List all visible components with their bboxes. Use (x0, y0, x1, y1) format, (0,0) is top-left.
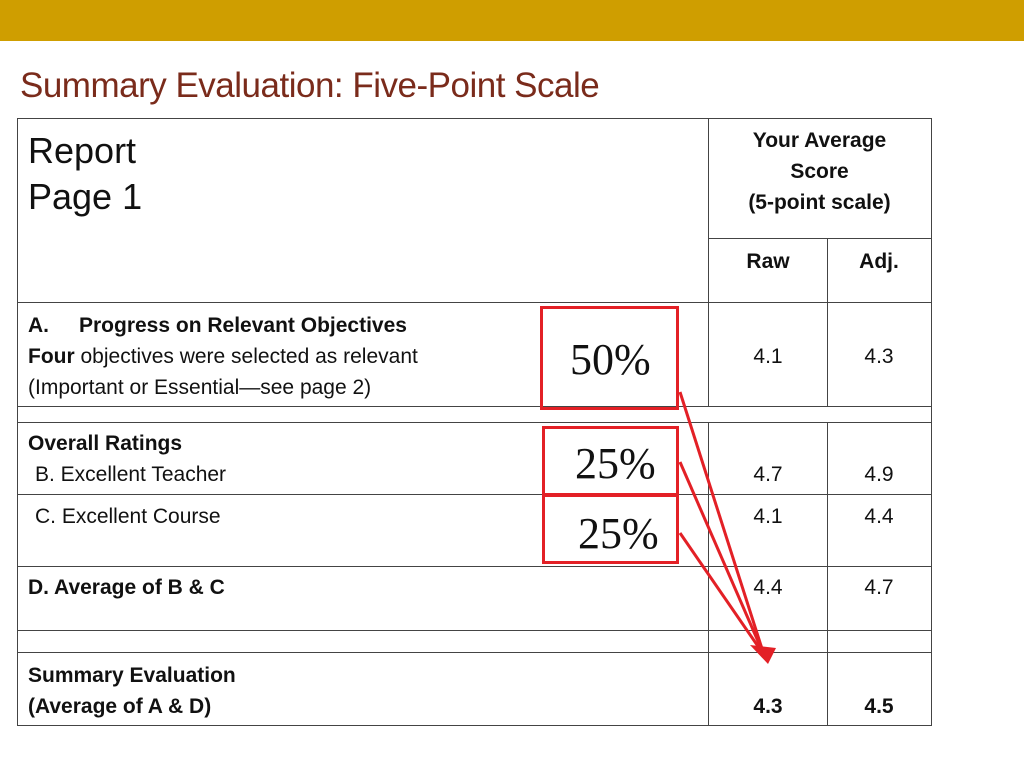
divider (17, 494, 931, 495)
summary-raw: 4.3 (753, 695, 783, 718)
row-a-line2-bold: Four (28, 345, 75, 368)
report-line2: Page 1 (28, 176, 143, 217)
divider (827, 422, 828, 726)
row-c-raw: 4.1 (753, 505, 783, 528)
row-a-line3: (Important or Essential—see page 2) (28, 376, 372, 399)
weight-box-c (542, 494, 679, 564)
row-a-raw: 4.1 (753, 345, 783, 368)
column-header-adj: Adj. (859, 250, 899, 273)
summary-line2: (Average of A & D) (28, 695, 212, 718)
weight-box-a (540, 306, 679, 410)
score-header: Your Average Score (5-point scale) (709, 125, 930, 218)
report-line1: Report (28, 130, 137, 171)
arrow-from-a (678, 391, 766, 656)
weight-a: 50% (570, 335, 651, 384)
row-a-line2-rest: objectives were selected as relevant (74, 345, 418, 368)
top-accent-bar (0, 0, 1024, 41)
overall-ratings-heading: Overall Ratings (28, 432, 183, 455)
overall-ratings-label: Overall Ratings B. Excellent Teacher (28, 428, 528, 490)
page-title: Summary Evaluation: Five-Point Scale (20, 66, 600, 105)
row-d-raw: 4.4 (753, 576, 783, 599)
row-a-prefix: A. (28, 314, 49, 337)
row-c-adj: 4.4 (864, 505, 894, 528)
row-d-adj: 4.7 (864, 576, 894, 599)
divider (17, 566, 931, 567)
row-a-label: A. Progress on Relevant Objectives Four o… (28, 310, 548, 403)
row-b-raw: 4.7 (753, 463, 783, 486)
summary-label: Summary Evaluation (Average of A & D) (28, 660, 528, 722)
divider (17, 422, 931, 423)
report-label: Report Page 1 (28, 128, 142, 220)
divider (708, 238, 931, 239)
row-b-label: B. Excellent Teacher (35, 463, 227, 486)
score-header-line3: (5-point scale) (748, 191, 891, 214)
row-a-title-text: Progress on Relevant Objectives (79, 314, 407, 337)
divider (17, 630, 931, 631)
row-d-label: D. Average of B & C (28, 576, 225, 599)
row-a-adj: 4.3 (864, 345, 894, 368)
arrow-from-b (678, 461, 766, 656)
divider (17, 302, 931, 303)
row-a-line2: Four objectives were selected as relevan… (28, 341, 548, 372)
summary-line1: Summary Evaluation (28, 664, 236, 687)
row-c-label: C. Excellent Course (35, 505, 221, 528)
column-header-raw: Raw (746, 250, 790, 273)
row-a-title: A. Progress on Relevant Objectives (28, 310, 548, 341)
score-header-line1: Your Average (752, 129, 887, 152)
score-header-line2: Score (790, 160, 849, 183)
weight-c: 25% (578, 509, 659, 558)
divider (17, 406, 931, 407)
divider (827, 238, 828, 406)
divider (708, 118, 709, 406)
weight-b: 25% (575, 439, 656, 488)
arrow-from-c (678, 532, 766, 656)
row-b-adj: 4.9 (864, 463, 894, 486)
arrow-head-icon (750, 645, 776, 664)
divider (17, 652, 931, 653)
summary-adj: 4.5 (864, 695, 894, 718)
